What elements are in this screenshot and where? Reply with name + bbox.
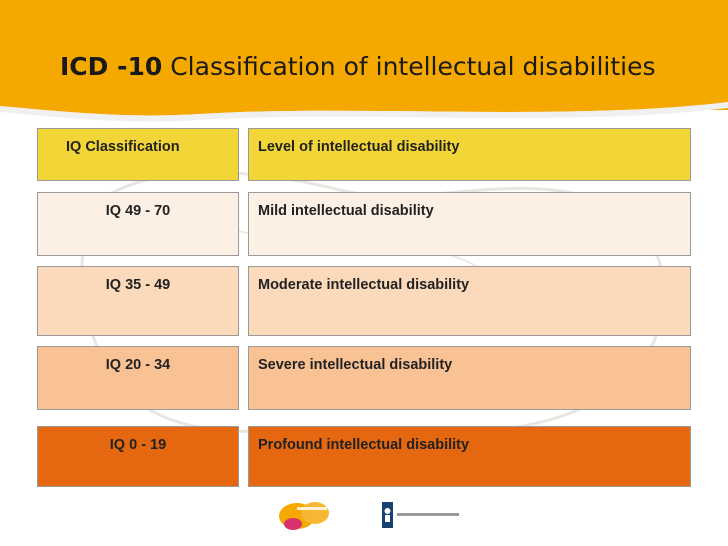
table-row: IQ 20 - 34 Severe intellectual disabilit… — [37, 346, 691, 410]
level-cell: Profound intellectual disability — [248, 426, 691, 487]
level-label: Moderate intellectual disability — [258, 277, 470, 293]
level-cell: Severe intellectual disability — [248, 346, 691, 410]
header-cell-iq: IQ Classification — [37, 128, 239, 181]
iq-cell: IQ 0 - 19 — [37, 426, 239, 487]
footer-logos — [279, 502, 459, 530]
iq-cell: IQ 20 - 34 — [37, 346, 239, 410]
slide-title-bold: ICD -10 — [60, 52, 163, 81]
header-wave-decoration — [0, 92, 728, 122]
level-label: Profound intellectual disability — [258, 437, 470, 453]
iq-range: IQ 0 - 19 — [109, 437, 167, 453]
slide-title-rest: Classification of intellectual disabilit… — [162, 52, 656, 81]
table-row: IQ 35 - 49 Moderate intellectual disabil… — [37, 266, 691, 336]
header-level-label: Level of intellectual disability — [258, 139, 460, 155]
iq-cell: IQ 35 - 49 — [37, 266, 239, 336]
iq-range: IQ 20 - 34 — [105, 357, 171, 373]
level-cell: Mild intellectual disability — [248, 192, 691, 256]
level-cell: Moderate intellectual disability — [248, 266, 691, 336]
table-header-row: IQ Classification Level of intellectual … — [37, 128, 691, 181]
iq-range: IQ 49 - 70 — [105, 203, 171, 219]
header-cell-level: Level of intellectual disability — [248, 128, 691, 181]
level-label: Severe intellectual disability — [258, 357, 453, 373]
table-row: IQ 49 - 70 Mild intellectual disability — [37, 192, 691, 256]
iq-cell: IQ 49 - 70 — [37, 192, 239, 256]
table-row: IQ 0 - 19 Profound intellectual disabili… — [37, 426, 691, 487]
header-iq-label: IQ Classification — [66, 139, 180, 155]
title-band — [0, 0, 728, 110]
iq-range: IQ 35 - 49 — [105, 277, 171, 293]
partner-logo-left — [279, 502, 329, 530]
slide-title: ICD -10 Classification of intellectual d… — [60, 52, 656, 81]
government-logo — [382, 502, 459, 528]
level-label: Mild intellectual disability — [258, 203, 434, 219]
